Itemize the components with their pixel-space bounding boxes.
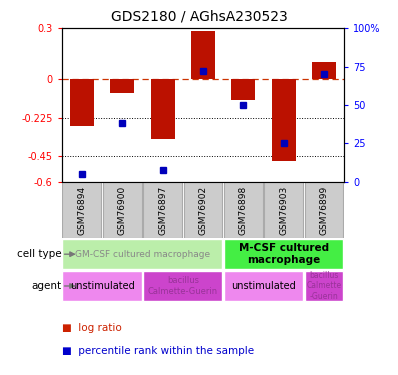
Text: GSM76897: GSM76897 (158, 186, 167, 235)
Text: unstimulated: unstimulated (231, 281, 296, 291)
Text: ■  log ratio: ■ log ratio (62, 323, 121, 333)
Text: GDS2180 / AGhsA230523: GDS2180 / AGhsA230523 (111, 9, 287, 23)
Text: ■  percentile rank within the sample: ■ percentile rank within the sample (62, 346, 254, 355)
Text: bacillus
Calmette
-Guerin: bacillus Calmette -Guerin (306, 271, 341, 301)
FancyBboxPatch shape (305, 182, 343, 238)
Text: GM-CSF cultured macrophage: GM-CSF cultured macrophage (75, 250, 210, 259)
FancyBboxPatch shape (143, 182, 182, 238)
FancyBboxPatch shape (62, 239, 222, 270)
FancyBboxPatch shape (62, 271, 142, 301)
Bar (70, 80, 94, 126)
FancyBboxPatch shape (305, 271, 343, 301)
FancyBboxPatch shape (264, 182, 303, 238)
FancyBboxPatch shape (224, 182, 263, 238)
Text: GSM76903: GSM76903 (279, 186, 288, 235)
FancyBboxPatch shape (143, 271, 222, 301)
FancyBboxPatch shape (224, 239, 343, 270)
Text: GSM76900: GSM76900 (118, 186, 127, 235)
FancyBboxPatch shape (183, 182, 222, 238)
FancyBboxPatch shape (103, 182, 142, 238)
Text: agent: agent (31, 281, 62, 291)
Text: cell type: cell type (17, 249, 62, 259)
Bar (150, 80, 175, 139)
Bar (191, 31, 215, 80)
Text: GSM76899: GSM76899 (320, 186, 329, 235)
FancyBboxPatch shape (62, 182, 101, 238)
Text: unstimulated: unstimulated (70, 281, 135, 291)
Text: GSM76902: GSM76902 (199, 186, 207, 235)
Bar (312, 62, 336, 80)
FancyBboxPatch shape (224, 271, 303, 301)
Bar (110, 80, 135, 93)
Bar (231, 80, 256, 100)
Text: GSM76894: GSM76894 (77, 186, 86, 235)
Text: M-CSF cultured
macrophage: M-CSF cultured macrophage (239, 243, 329, 265)
Text: GSM76898: GSM76898 (239, 186, 248, 235)
Bar (271, 80, 296, 161)
Text: bacillus
Calmette-Guerin: bacillus Calmette-Guerin (148, 276, 218, 296)
